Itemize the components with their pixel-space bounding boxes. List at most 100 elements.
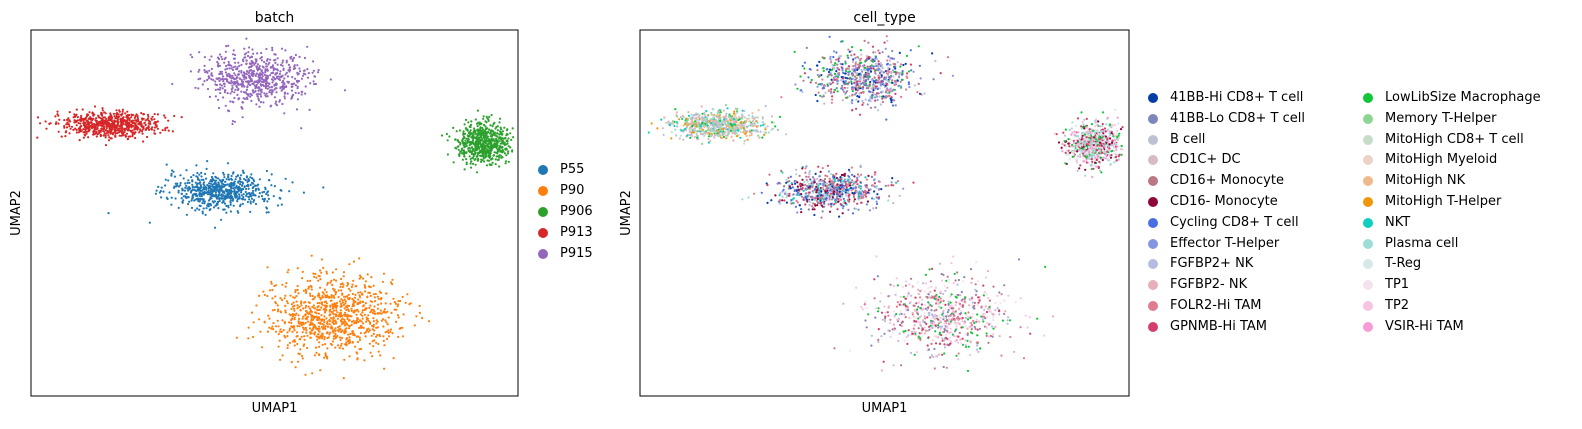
batch-point-p913 (120, 126, 124, 130)
batch-point-p90 (382, 339, 385, 342)
cell-type-point-41bb-hi-cd8-t-cell (890, 99, 893, 102)
batch-point-p913 (82, 122, 85, 125)
batch-point-p90 (332, 278, 336, 281)
batch-point-p906 (467, 147, 470, 150)
cell-type-point-41bb-hi-cd8-t-cell (882, 95, 885, 98)
cell-type-point-nkt (680, 129, 683, 132)
batch-point-p906 (469, 162, 472, 165)
batch-point-p913 (129, 124, 133, 127)
batch-point-p906 (483, 160, 486, 163)
cell-type-point-cd1c-dc (661, 127, 664, 130)
cell-type-point-41bb-lo-cd8-t-cell (874, 87, 877, 90)
cell-type-point-mitohigh-nk (745, 134, 748, 138)
cell-type-point-fgfbp2-nk (923, 92, 926, 95)
batch-point-p90 (327, 336, 330, 339)
batch-point-p906 (498, 121, 501, 124)
cell-type-point-mitohigh-nk (690, 120, 694, 123)
cell-type-point-gpnmb-hi-tam (853, 53, 856, 56)
batch-point-p913 (149, 122, 152, 126)
batch-point-p915 (216, 77, 219, 80)
batch-point-p915 (275, 77, 278, 80)
batch-point-p90 (397, 316, 400, 319)
batch-point-p90 (335, 268, 338, 271)
batch-point-p90 (390, 311, 393, 314)
batch-point-p55 (229, 210, 232, 213)
cell-type-point-effector-t-helper (876, 95, 879, 98)
batch-point-p915 (254, 74, 257, 77)
batch-point-p90 (346, 313, 349, 316)
batch-point-p906 (480, 160, 483, 163)
batch-point-p55 (188, 181, 191, 184)
batch-point-p906 (485, 121, 488, 124)
batch-point-p913 (103, 116, 106, 119)
batch-point-p90 (319, 278, 322, 281)
cell-type-point-fgfbp2-nk (860, 68, 863, 72)
batch-point-p90 (316, 306, 319, 309)
batch-point-p913 (44, 120, 47, 123)
cell-type-point-folr2-hi-tam (835, 58, 838, 61)
batch-point-p90 (381, 280, 385, 283)
batch-point-p90 (325, 317, 328, 320)
cell-type-point-cycling-cd8-t-cell (842, 71, 845, 75)
cell-type-point-gpnmb-hi-tam (894, 92, 897, 95)
batch-point-p90 (340, 277, 343, 281)
batch-point-p90 (305, 331, 308, 334)
batch-point-p90 (284, 285, 287, 288)
batch-point-p90 (343, 295, 346, 298)
cell-type-point-folr2-hi-tam (905, 88, 908, 91)
batch-point-p915 (226, 92, 229, 95)
batch-point-p90 (341, 347, 344, 350)
cell-type-point-lowlibsize-macrophage (846, 96, 849, 99)
batch-point-p906 (492, 144, 495, 147)
cell-type-point-folr2-hi-tam (859, 59, 862, 62)
batch-point-p913 (144, 128, 148, 131)
batch-point-p55 (267, 211, 270, 214)
cell-type-point-41bb-hi-cd8-t-cell (846, 77, 849, 80)
batch-point-p55 (214, 175, 217, 178)
batch-point-p913 (151, 115, 154, 118)
batch-point-p915 (252, 52, 255, 55)
batch-point-p913 (126, 110, 129, 113)
batch-point-p913 (153, 132, 156, 135)
cell-type-point-b-cell (724, 128, 728, 131)
batch-point-p915 (254, 90, 257, 93)
batch-point-p906 (474, 118, 477, 121)
batch-point-p90 (270, 280, 273, 283)
batch-point-p913 (167, 119, 170, 122)
cell-type-point-41bb-hi-cd8-t-cell (869, 80, 872, 84)
cell-type-point-memory-t-helper (706, 129, 709, 132)
batch-point-p913 (151, 126, 154, 129)
cell-type-point-mitohigh-t-helper (684, 122, 687, 125)
cell-type-point-b-cell (879, 62, 882, 65)
batch-point-p913 (164, 127, 167, 130)
batch-point-p90 (295, 295, 298, 298)
cell-type-point-plasma-cell (747, 125, 750, 128)
cell-type-point-fgfbp2-nk (888, 64, 892, 67)
batch-point-p906 (457, 148, 460, 151)
batch-point-p913 (84, 116, 87, 119)
batch-point-p55 (202, 207, 205, 210)
cell-type-point-cycling-cd8-t-cell (872, 79, 875, 82)
batch-point-p55 (202, 178, 205, 181)
batch-point-p915 (291, 76, 294, 79)
cell-type-point-folr2-hi-tam (839, 198, 843, 201)
cell-type-point-fgfbp2-nk (890, 87, 893, 90)
batch-point-p90 (349, 314, 352, 317)
batch-point-p906 (459, 143, 462, 146)
cell-type-point-fgfbp2-nk (840, 79, 843, 82)
batch-point-p906 (503, 143, 506, 147)
cell-type-point-fgfbp2-nk (881, 90, 884, 93)
batch-point-p915 (189, 53, 192, 56)
batch-point-p913 (103, 132, 106, 135)
batch-point-p915 (287, 63, 290, 66)
cell-type-point-cycling-cd8-t-cell (918, 64, 922, 67)
batch-point-p55 (216, 200, 219, 203)
cell-type-point-b-cell (754, 130, 757, 133)
batch-point-p90 (313, 275, 316, 278)
cell-type-point-fgfbp2-nk (863, 68, 866, 71)
cell-type-point-gpnmb-hi-tam (876, 81, 879, 84)
batch-point-p906 (487, 145, 490, 148)
batch-point-p90 (302, 344, 305, 347)
cell-type-point-cycling-cd8-t-cell (803, 61, 807, 64)
batch-point-p55 (193, 188, 196, 192)
